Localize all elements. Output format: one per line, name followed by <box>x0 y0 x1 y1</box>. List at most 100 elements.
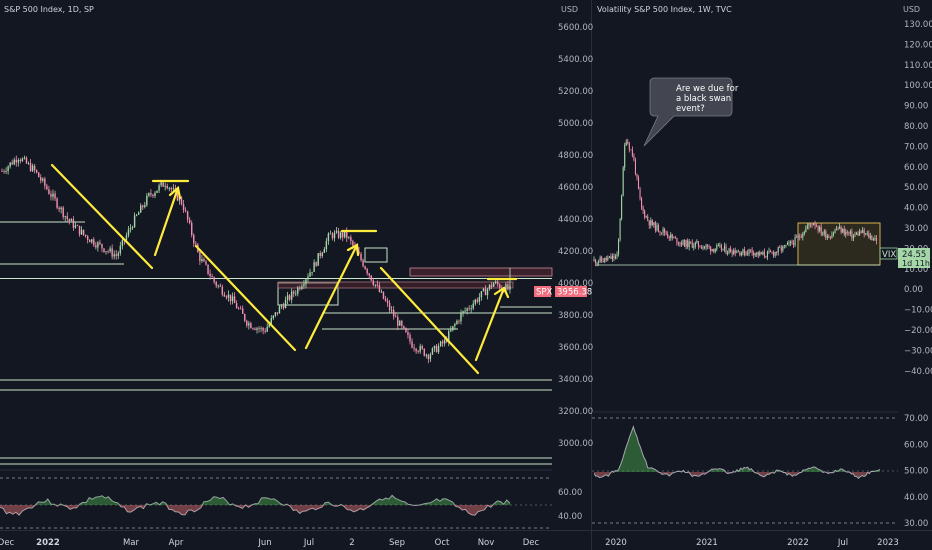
spx-candle <box>301 286 303 290</box>
spx-candle <box>1 171 3 172</box>
vix-candle <box>627 141 629 144</box>
spx-candle <box>184 210 187 212</box>
vix-candle <box>863 230 865 234</box>
spx-candle <box>346 231 348 238</box>
vix-candle <box>742 249 744 254</box>
spx-candle <box>390 309 393 311</box>
vix-candle <box>785 245 787 246</box>
spx-candle <box>172 188 175 190</box>
spx-price-tick: 3600.00 <box>558 343 593 353</box>
spx-candle <box>9 162 11 167</box>
spx-candle <box>48 189 50 195</box>
spx-candle <box>89 239 91 243</box>
vix-candle <box>676 237 678 244</box>
vix-candle <box>868 233 870 238</box>
spx-candle <box>421 346 423 349</box>
vix-candle <box>705 245 707 248</box>
vix-candle <box>700 247 702 249</box>
spx-candle <box>313 262 315 272</box>
spx-rsi-scale: 60.00 40.00 <box>558 488 582 522</box>
spx-candle <box>435 345 438 353</box>
spx-candle <box>193 234 195 244</box>
spx-candle <box>344 231 346 238</box>
spx-candle <box>80 229 83 235</box>
vix-candle <box>832 232 835 235</box>
spx-candle <box>258 328 260 330</box>
vix-candle <box>702 247 704 249</box>
spx-candle <box>160 182 162 186</box>
spx-candle <box>341 232 344 238</box>
spx-candle <box>84 234 87 237</box>
spx-price-tick: 4600.00 <box>558 183 593 193</box>
vix-date-axis[interactable]: 2020 2021 2022 Jul 2023 <box>605 538 899 548</box>
spx-date-axis[interactable]: Dec 2022 Mar Apr Jun Jul 2 Sep Oct Nov Dec <box>0 538 540 548</box>
spx-badge-symbol: SPX <box>536 288 553 298</box>
spx-price-tick: 5200.00 <box>558 87 593 97</box>
spx-candle <box>195 243 197 245</box>
vix-candle <box>696 241 698 243</box>
vix-candle <box>610 256 612 259</box>
vix-candle <box>766 251 769 258</box>
spx-candle <box>38 172 40 178</box>
vix-candle <box>806 226 808 228</box>
vix-price-badge: VIX 24.55 1d 11h <box>879 247 930 268</box>
vix-candle <box>680 242 683 245</box>
vix-candle <box>831 234 833 239</box>
vix-candle <box>874 238 876 240</box>
spx-candle <box>188 219 191 223</box>
spx-candle <box>254 328 256 330</box>
vix-date-label: 2021 <box>696 538 718 548</box>
spx-candle <box>99 242 101 245</box>
spx-candle <box>364 266 366 270</box>
vix-candle <box>607 257 609 260</box>
vix-candle <box>783 245 785 246</box>
spx-candle <box>266 326 268 332</box>
spx-candle <box>209 273 211 277</box>
vix-candle <box>728 248 730 253</box>
vix-rsi-scale: 70.00 60.00 50.00 40.00 30.00 <box>904 414 928 529</box>
vix-candle <box>664 229 666 233</box>
vix-rsi-tick: 40.00 <box>904 493 928 503</box>
vix-candle <box>618 239 620 254</box>
vix-candle <box>710 246 712 252</box>
vix-candle <box>639 189 641 199</box>
spx-price-scale[interactable]: 5600.00 5400.00 5200.00 5000.00 4800.00 4600.… <box>558 23 593 449</box>
vix-candle <box>651 220 653 226</box>
vix-candle <box>604 257 606 263</box>
spx-candle <box>497 281 499 285</box>
vix-candle <box>699 246 701 248</box>
spx-candle <box>437 346 440 353</box>
vix-candle <box>799 236 801 238</box>
vix-candle <box>746 252 749 255</box>
vix-candle <box>594 259 597 264</box>
vix-candle <box>722 248 724 250</box>
spx-candle <box>407 332 409 336</box>
vix-price-tick: 110.00 <box>904 61 932 71</box>
spx-candle <box>233 296 236 304</box>
spx-candle <box>256 328 258 330</box>
spx-candle <box>466 308 468 311</box>
vix-candle <box>750 249 752 251</box>
vix-badge-symbol: VIX <box>882 250 896 260</box>
spx-candle <box>186 211 189 220</box>
spx-candle <box>488 284 491 290</box>
vix-candle <box>725 246 727 254</box>
spx-candle <box>476 299 479 302</box>
spx-price-tick: 3800.00 <box>558 311 593 321</box>
spx-candle <box>164 185 166 187</box>
spx-candle <box>248 323 250 326</box>
spx-candle <box>246 320 248 326</box>
spx-candle <box>484 288 487 296</box>
spx-candle <box>229 294 232 302</box>
spx-date-label: Oct <box>435 538 450 548</box>
vix-price-tick: 30.00 <box>904 224 928 234</box>
spx-candle <box>429 354 432 360</box>
spx-price-tick: 3400.00 <box>558 375 593 385</box>
spx-date-label: Nov <box>478 538 495 548</box>
vix-candle <box>839 226 841 229</box>
spx-candle <box>293 291 295 294</box>
vix-range-box <box>797 222 881 266</box>
vix-candle <box>819 226 821 231</box>
vix-candle <box>613 255 615 259</box>
spx-candle <box>121 239 124 246</box>
